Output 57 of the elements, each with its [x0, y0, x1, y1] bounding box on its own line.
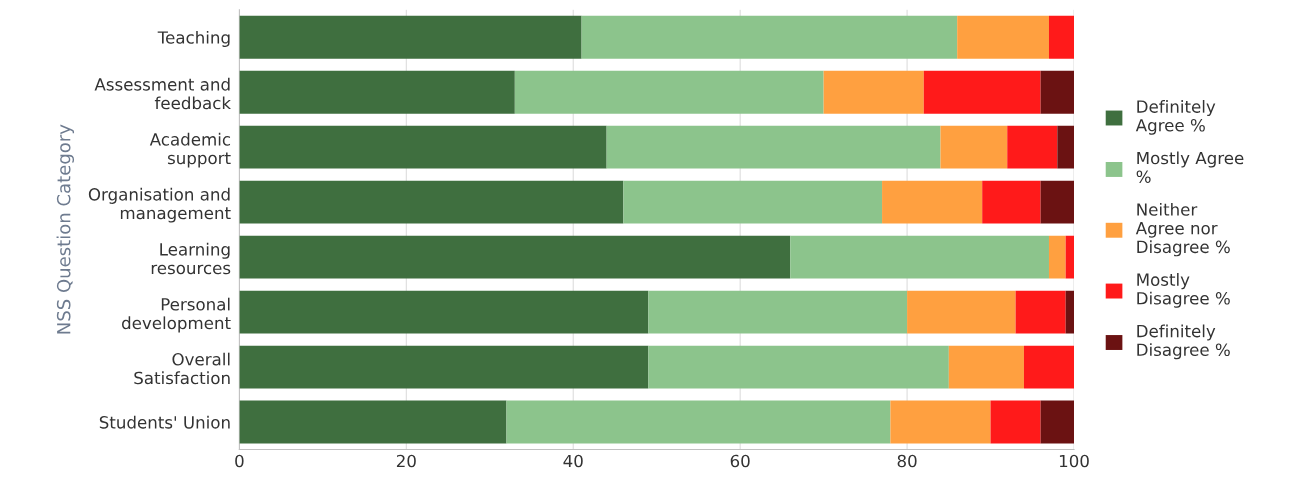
y-tick-label: Learning resources [151, 242, 231, 275]
y-axis-title: NSS Question Category [56, 124, 75, 334]
x-tick-label: 20 [396, 454, 416, 468]
x-tick-label: 80 [897, 454, 917, 468]
legend-label: Mostly Disagree % [1137, 273, 1230, 308]
bar [1065, 235, 1075, 279]
bar [907, 290, 1016, 334]
y-tick-label: Assessment and feedback [94, 77, 231, 110]
legend-label: Neither Agree nor Disagree % [1135, 202, 1230, 257]
y-tick-label: Students' Union [99, 415, 230, 429]
legend-label: Mostly Agree % [1136, 151, 1244, 184]
bar [1040, 400, 1075, 444]
bar [823, 70, 924, 114]
bar [890, 400, 991, 444]
bar [239, 290, 649, 334]
bar [1007, 125, 1058, 169]
bar [648, 290, 908, 334]
y-tick-label: Overall Satisfaction [134, 352, 230, 385]
y-tick-label: Academic support [149, 132, 231, 168]
bar [239, 70, 515, 114]
bar [239, 235, 791, 279]
bar [790, 235, 1049, 279]
bar [239, 180, 624, 224]
bar [990, 400, 1041, 444]
legend-label: Definitely Disagree % [1137, 324, 1230, 360]
y-tick-label: Organisation and management [88, 187, 231, 223]
bar [1015, 290, 1066, 334]
bar [514, 70, 824, 114]
x-tick-label: 100 [1059, 454, 1089, 468]
bar [239, 345, 649, 389]
bar [948, 345, 1024, 389]
bar [940, 125, 1008, 169]
y-tick-label: Teaching [157, 30, 230, 48]
bar [623, 180, 883, 224]
x-tick-label: 40 [563, 454, 583, 468]
bar [882, 180, 983, 224]
bar [239, 15, 582, 59]
bar [1040, 70, 1075, 114]
bar [506, 400, 891, 444]
bar [1057, 125, 1075, 169]
legend-label: Definitely Agree % [1135, 99, 1216, 135]
bar [606, 125, 941, 169]
x-tick-label: 0 [235, 454, 244, 468]
x-tick-label: 60 [730, 454, 750, 468]
bar [648, 345, 949, 389]
bar [1048, 235, 1066, 279]
bar [1048, 15, 1075, 59]
bar [923, 70, 1041, 114]
bar [1023, 345, 1075, 389]
bar [982, 180, 1041, 224]
y-tick-label: Personal development [122, 297, 231, 333]
bar [957, 15, 1049, 59]
bar [1040, 180, 1075, 224]
bar [239, 125, 607, 169]
bar [1065, 290, 1075, 334]
bar [581, 15, 958, 59]
bar [239, 400, 507, 444]
